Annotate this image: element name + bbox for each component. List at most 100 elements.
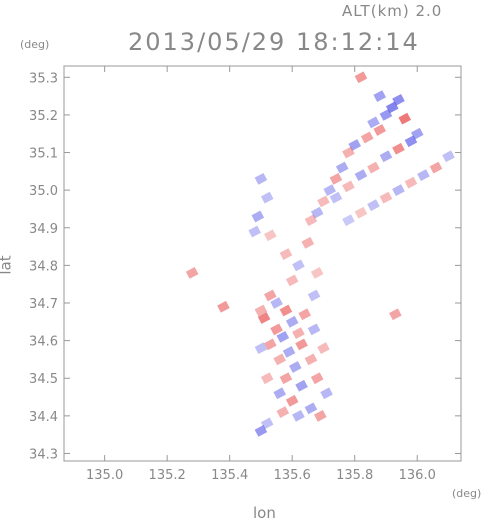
x-axis-label: lon <box>253 504 276 522</box>
radar-cell <box>354 206 368 219</box>
y-tick-label: 35.1 <box>29 147 58 162</box>
radar-cell <box>320 387 333 400</box>
radar-cell <box>264 289 277 302</box>
radar-cell <box>314 409 327 422</box>
radar-cell <box>342 180 355 193</box>
axis-ticks: 135.0 135.2 135.4 135.6 135.8 136.0 34.3 34.4 34… <box>29 66 461 483</box>
radar-cell <box>317 342 330 355</box>
radar-cell <box>251 210 265 223</box>
radar-cell <box>367 199 380 212</box>
radar-cell <box>289 361 302 373</box>
radar-cell <box>404 176 418 189</box>
radar-cell <box>282 346 296 358</box>
radar-cell <box>292 259 305 272</box>
radar-cell <box>260 191 274 204</box>
radar-cell <box>354 71 368 84</box>
radar-cell <box>254 342 268 355</box>
radar-cell <box>367 161 380 174</box>
x-tick-label: 135.6 <box>274 468 311 483</box>
radar-cell <box>279 372 293 385</box>
radar-cell <box>379 191 393 204</box>
radar-cell <box>307 289 321 302</box>
y-tick-label: 34.7 <box>29 297 58 312</box>
radar-cell <box>217 300 230 313</box>
radar-cell <box>295 338 308 351</box>
radar-cell <box>367 116 380 129</box>
radar-cell <box>304 353 318 366</box>
radar-cell <box>373 124 387 136</box>
radar-cell <box>292 409 305 422</box>
radar-cell <box>264 338 277 351</box>
y-tick-label: 35.0 <box>29 184 58 199</box>
radar-cell <box>185 267 199 279</box>
radar-cell <box>295 379 308 392</box>
radar-cell <box>379 109 393 121</box>
x-axis-unit: (deg) <box>452 487 482 500</box>
radar-cell <box>442 150 455 163</box>
y-tick-label: 35.3 <box>29 71 58 86</box>
radar-cell <box>304 402 318 415</box>
radar-cell <box>285 274 299 287</box>
radar-cell <box>392 184 405 197</box>
radar-cell <box>348 139 362 151</box>
radar-cell <box>279 304 293 317</box>
radar-cell <box>273 387 286 400</box>
radar-cell <box>273 353 286 366</box>
y-tick-label: 34.9 <box>29 222 58 237</box>
radar-cell <box>310 267 324 279</box>
radar-cell <box>342 214 355 227</box>
radar-cell <box>398 112 412 125</box>
radar-cell <box>270 323 283 336</box>
radar-cell <box>285 315 299 328</box>
y-axis-unit: (deg) <box>20 38 50 51</box>
radar-cell <box>317 195 330 208</box>
radar-cell <box>354 169 368 181</box>
x-tick-label: 135.2 <box>149 468 186 483</box>
radar-cell <box>270 297 283 309</box>
radar-cell <box>379 150 393 163</box>
altitude-label: ALT(km) 2.0 <box>342 2 443 20</box>
radar-cell <box>392 93 405 106</box>
radar-cell <box>292 327 305 339</box>
x-tick-label: 135.8 <box>336 468 373 483</box>
radar-cell <box>264 229 277 242</box>
radar-cell <box>285 394 299 407</box>
radar-cell <box>429 161 443 174</box>
radar-cell <box>304 214 318 227</box>
radar-cell <box>410 127 424 140</box>
x-tick-label: 136.0 <box>399 468 436 483</box>
y-tick-label: 34.3 <box>29 447 58 462</box>
radar-cell <box>329 172 343 185</box>
radar-cell <box>248 225 261 238</box>
doppler-cells <box>185 71 455 437</box>
radar-cell <box>254 172 268 185</box>
radar-cell <box>373 90 387 102</box>
radar-cell <box>260 372 274 385</box>
radar-cell <box>301 236 315 249</box>
radar-cell <box>307 323 321 336</box>
radar-cell <box>310 372 324 385</box>
radar-cell <box>342 146 355 159</box>
radar-cell <box>276 330 290 343</box>
timestamp-title: 2013/05/29 18:12:14 <box>128 28 420 56</box>
x-tick-label: 135.4 <box>211 468 248 483</box>
radar-cell <box>360 131 374 144</box>
radar-cell <box>254 425 268 437</box>
radar-cell <box>276 406 290 418</box>
y-tick-label: 34.5 <box>29 372 58 387</box>
radar-cell <box>389 308 402 321</box>
radar-cell <box>298 308 311 321</box>
radar-cell <box>335 161 349 174</box>
radar-cell <box>392 142 405 155</box>
radar-cell <box>254 304 268 317</box>
radar-cell <box>329 191 343 204</box>
radar-cell <box>257 312 271 324</box>
y-tick-label: 34.6 <box>29 335 58 350</box>
radar-cell <box>323 184 337 197</box>
y-tick-label: 34.8 <box>29 259 58 274</box>
plot-frame <box>63 65 462 462</box>
radar-cell <box>279 248 293 260</box>
y-tick-label: 34.4 <box>29 410 58 425</box>
radar-cell <box>310 206 324 219</box>
